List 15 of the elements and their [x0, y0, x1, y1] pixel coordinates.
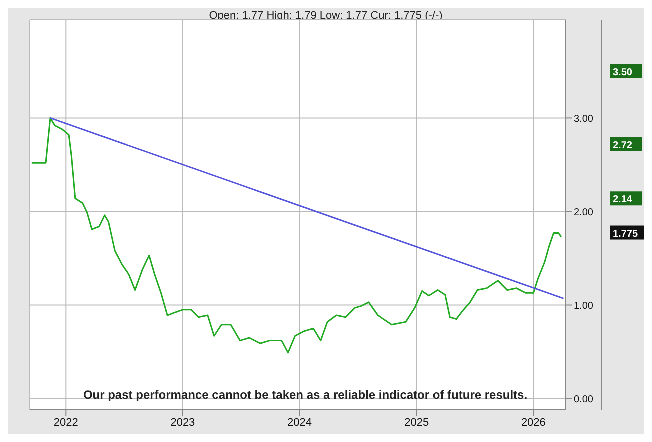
x-tick-label: 2022: [54, 416, 78, 429]
x-tick-label: 2025: [404, 416, 430, 429]
x-tick-label: 2024: [288, 416, 312, 429]
y2-tick-label: 1.775: [613, 228, 638, 240]
y-tick-label: 0.00: [574, 394, 594, 406]
line-series: [31, 117, 562, 354]
x-tick-label: 2023: [170, 416, 196, 429]
y-tick-label: 2.00: [574, 207, 594, 218]
y-tick-label: 3.00: [574, 114, 594, 125]
y2-tick-label: 3.50: [613, 67, 633, 78]
y2-tick-label: 2.72: [613, 140, 633, 152]
x-tick-label: 2026: [521, 416, 546, 429]
annotation: Our past performance cannot be taken as a reliable indicator of future results.: [82, 388, 529, 402]
y-tick-label: 1.00: [574, 300, 594, 312]
y2-tick-label: 2.14: [613, 194, 633, 206]
